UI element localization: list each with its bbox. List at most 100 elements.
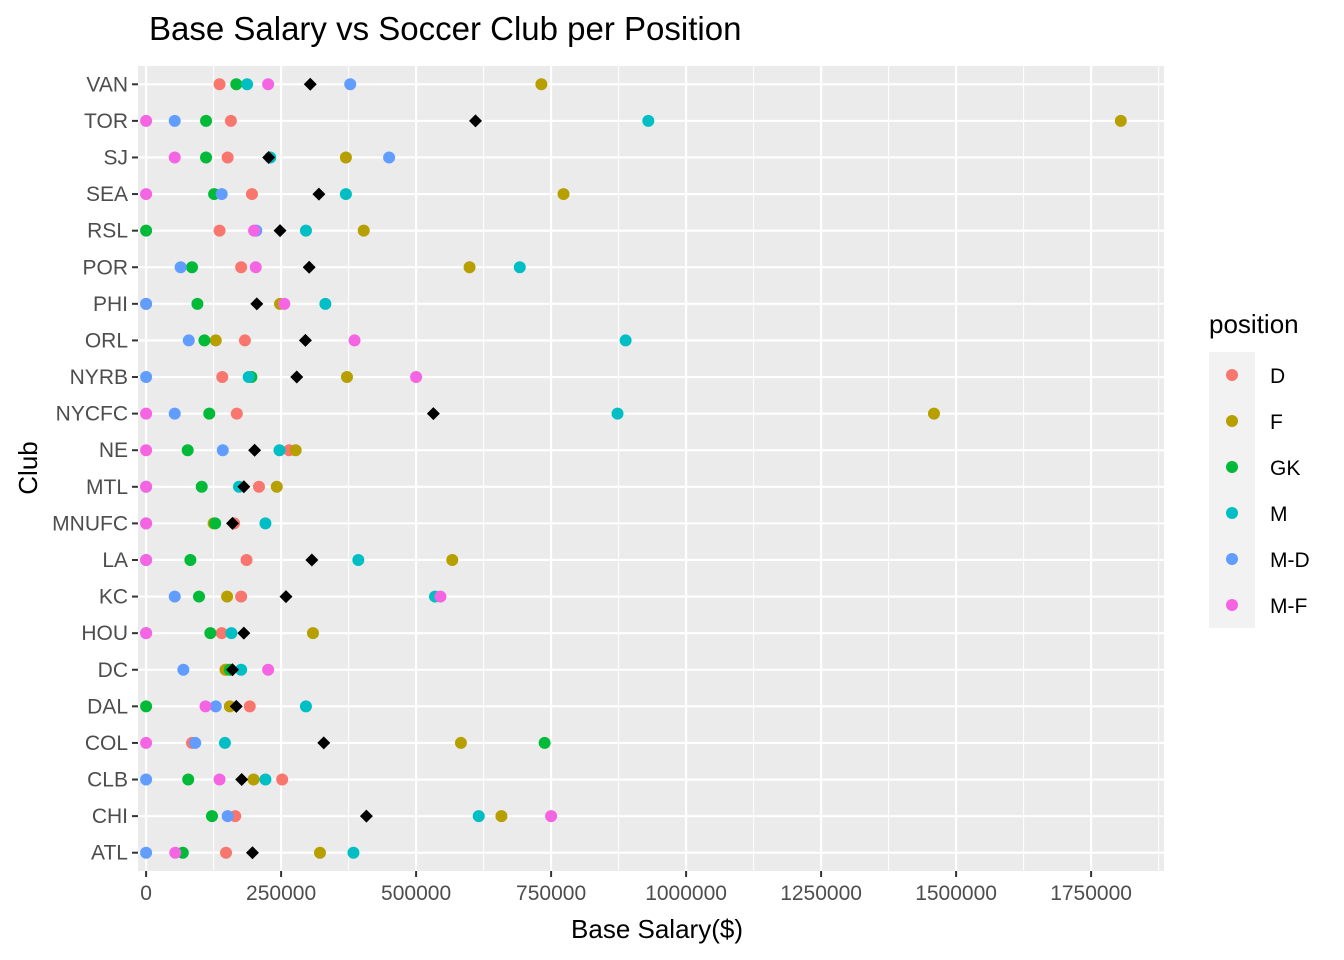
- data-point-gk: [191, 297, 204, 310]
- data-point-m-f: [262, 663, 275, 676]
- data-point-m: [347, 846, 360, 859]
- mean-marker: [298, 333, 312, 347]
- data-point-m: [352, 553, 365, 566]
- data-point-m-f: [434, 590, 447, 603]
- mean-marker: [312, 187, 326, 201]
- data-point-d: [276, 773, 289, 786]
- data-point-gk: [184, 553, 197, 566]
- y-tick-label: NYRB: [70, 366, 128, 389]
- x-tick-label: 250000: [246, 882, 316, 905]
- data-point-m-f: [140, 627, 153, 640]
- data-point-m: [242, 371, 255, 384]
- data-point-d: [230, 407, 243, 420]
- y-tick-label: CLB: [87, 769, 128, 792]
- x-tick-label: 750000: [516, 882, 586, 905]
- data-point-gk: [193, 590, 206, 603]
- data-point-m-f: [262, 78, 275, 91]
- y-tick-label: NYCFC: [56, 403, 128, 426]
- mean-marker: [245, 846, 259, 860]
- legend-items: DF GK M M-D M-F: [1226, 365, 1310, 618]
- legend: position DF GK M M-D M-F: [1209, 309, 1310, 628]
- data-point-m-d: [168, 590, 181, 603]
- data-point-m-f: [213, 773, 226, 786]
- legend-key-f: [1226, 415, 1238, 427]
- data-point-m-d: [383, 151, 396, 164]
- mean-marker: [279, 590, 293, 604]
- y-tick-label: KC: [99, 586, 128, 609]
- data-point-m-f: [199, 700, 212, 713]
- legend-label-m-f: M-F: [1270, 595, 1307, 618]
- data-point-m-d: [344, 78, 357, 91]
- data-point-m: [619, 334, 632, 347]
- y-tick-label: RSL: [87, 220, 128, 243]
- data-point-m: [225, 627, 238, 640]
- data-point-m: [259, 517, 272, 530]
- x-tick-label: 0: [140, 882, 152, 905]
- data-point-m-f: [278, 297, 291, 310]
- data-point-m-f: [140, 517, 153, 530]
- data-point-f: [340, 371, 353, 384]
- data-point-f: [454, 736, 467, 749]
- data-point-m-d: [140, 297, 153, 310]
- y-tick-label: ATL: [91, 842, 128, 865]
- plot-panel: [138, 66, 1164, 871]
- y-tick-label: DAL: [87, 695, 128, 718]
- data-point-m-d: [189, 736, 202, 749]
- data-point-m-f: [140, 444, 153, 457]
- grid-minor: [213, 66, 1160, 871]
- mean-marker: [302, 260, 316, 274]
- data-point-d: [235, 261, 248, 274]
- legend-key-m: [1226, 507, 1238, 519]
- mean-marker: [303, 77, 317, 91]
- data-point-d: [235, 590, 248, 603]
- data-point-m: [319, 297, 332, 310]
- y-tick-label: COL: [85, 732, 128, 755]
- data-point-d: [221, 151, 234, 164]
- data-point-m-d: [221, 810, 234, 823]
- data-point-m-f: [169, 846, 182, 859]
- data-point-m-f: [410, 371, 423, 384]
- data-point-m-f: [140, 188, 153, 201]
- data-point-gk: [182, 773, 195, 786]
- data-point-f: [247, 773, 260, 786]
- data-point-gk: [200, 151, 213, 164]
- mean-marker: [250, 297, 264, 311]
- data-point-d: [240, 553, 253, 566]
- data-point-m: [611, 407, 624, 420]
- data-point-f: [357, 224, 370, 237]
- legend-label-d: D: [1270, 365, 1285, 388]
- data-point-m-d: [216, 444, 229, 457]
- data-point-m-f: [140, 114, 153, 127]
- x-axis-title: Base Salary($): [571, 914, 743, 944]
- y-tick-label: POR: [82, 256, 128, 279]
- data-point-gk: [538, 736, 551, 749]
- data-point-d: [243, 700, 256, 713]
- data-point-gk: [200, 114, 213, 127]
- data-point-m-d: [182, 334, 195, 347]
- data-point-m: [642, 114, 655, 127]
- legend-key-background: [1209, 352, 1255, 628]
- data-point-f: [209, 334, 222, 347]
- x-tick-label: 1500000: [915, 882, 997, 905]
- data-point-gk: [230, 78, 243, 91]
- data-point-m-d: [174, 261, 187, 274]
- data-point-f: [535, 78, 548, 91]
- data-point-f: [495, 810, 508, 823]
- data-point-f: [557, 188, 570, 201]
- data-point-gk: [205, 810, 218, 823]
- data-point-d: [213, 224, 226, 237]
- y-tick-label: PHI: [93, 293, 128, 316]
- x-tick-label: 1750000: [1050, 882, 1132, 905]
- legend-key-m-f: [1226, 599, 1238, 611]
- data-point-m-d: [140, 773, 153, 786]
- data-point-d: [213, 78, 226, 91]
- legend-key-gk: [1226, 461, 1238, 473]
- data-point-m-d: [168, 407, 181, 420]
- data-point-m-f: [140, 553, 153, 566]
- y-tick-label: TOR: [84, 110, 128, 133]
- data-point-m-f: [140, 736, 153, 749]
- data-point-gk: [204, 627, 217, 640]
- data-point-m: [218, 736, 231, 749]
- data-point-gk: [209, 517, 222, 530]
